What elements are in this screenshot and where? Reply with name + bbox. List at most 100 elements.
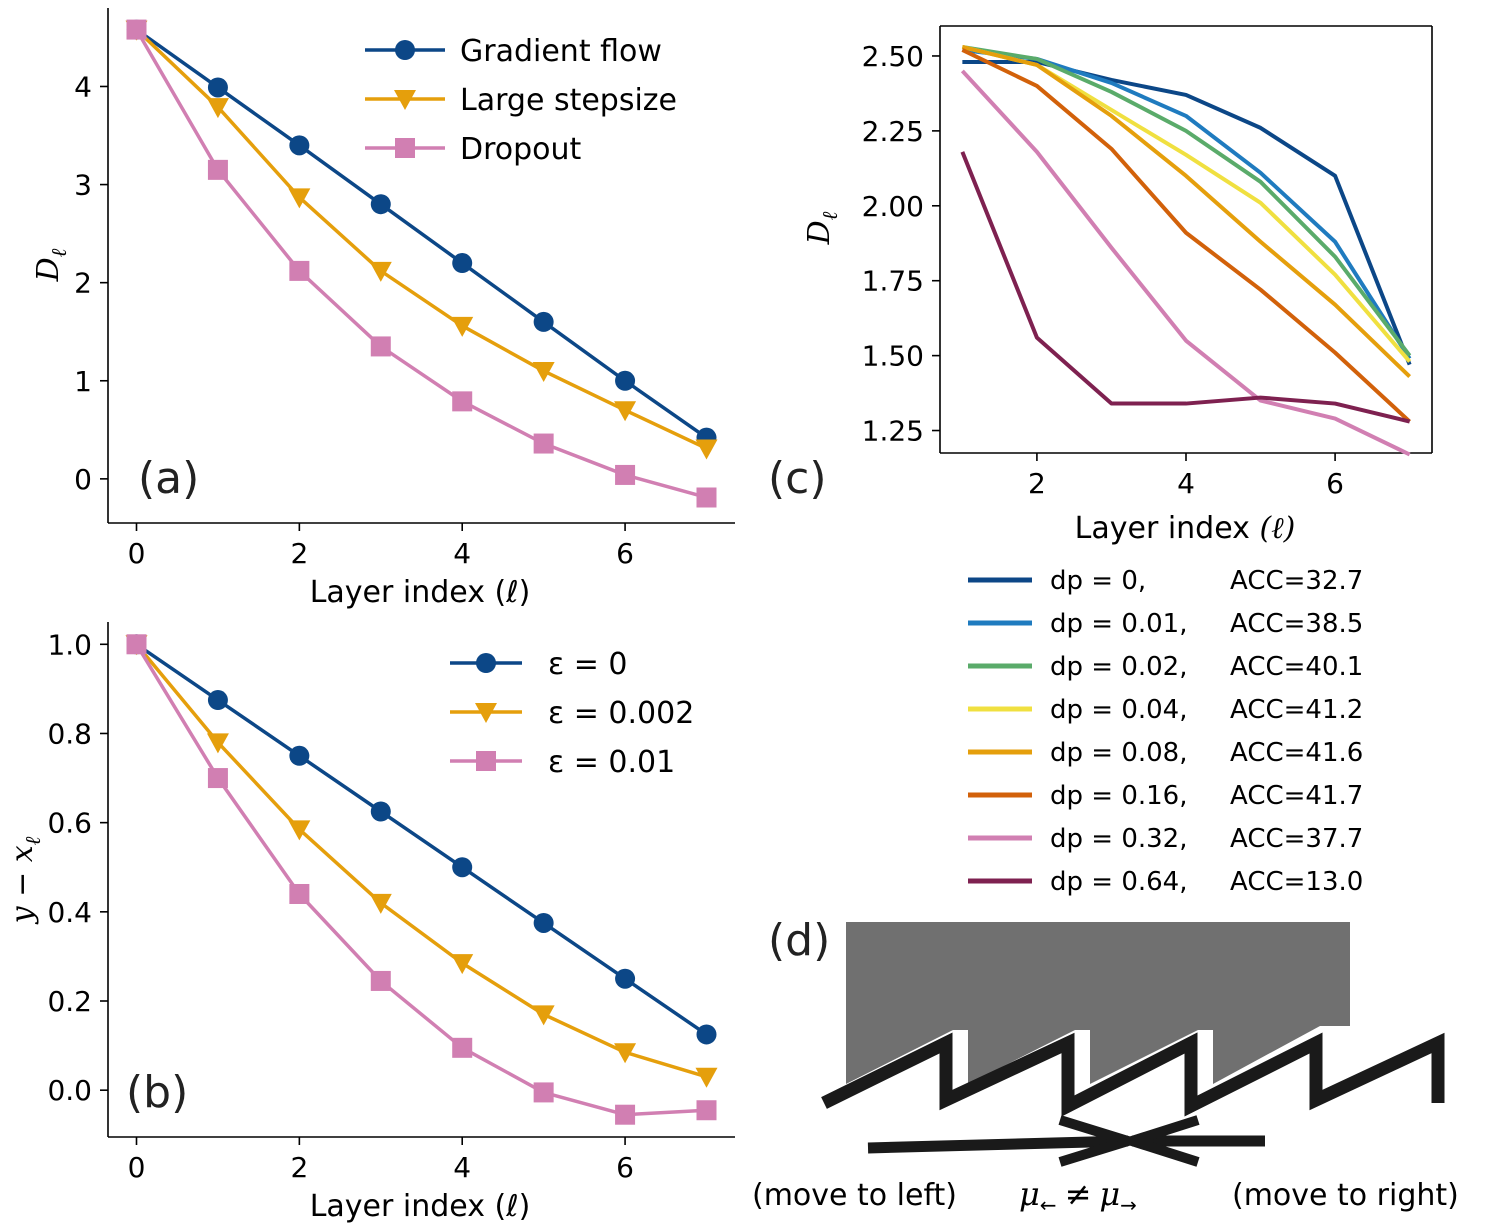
panel-b-data-point [288,820,311,841]
panel-d-ratchet-profile [821,1032,1445,1117]
panel-c-x-tick-label: 4 [1177,467,1195,500]
panel-c-series-7 [960,151,1411,424]
panel-a-data-point [533,311,554,332]
panel-b-y-tick-label: 0.4 [47,896,92,929]
panel-b-data-point [207,768,228,789]
panel-d-label: (d) [768,915,830,966]
panel-b-x-axis-label: Layer index (ℓ) [310,1189,531,1224]
panel-a-data-point [452,253,473,274]
panel-a-data-point [695,439,718,460]
svg-text:Dℓ: Dℓ [802,211,842,245]
panel-a-series-line [135,28,708,440]
panel-d-mu-left-arrow: ← [1040,1193,1057,1217]
legend-entry-label: dp = 0.16, [1050,781,1187,811]
panel-c-y-tick-label: 2.00 [862,190,924,223]
legend-marker [395,40,415,60]
legend-entry-label: dp = 0.02, [1050,652,1187,682]
panel-b-data-point [289,883,310,904]
legend-entry-label: dp = 0.01, [1050,609,1187,639]
panel-b-series-line [135,643,707,1117]
legend-marker [476,751,496,771]
panel-c-label: (c) [768,453,827,504]
panel-d-left-text: (move to left) [752,1178,957,1213]
panel-a-series-1 [125,20,718,460]
panel-c-series-2 [962,45,1412,357]
panel-c-y-tick-label: 1.75 [862,265,924,298]
panel-d-gray-block [846,922,1350,1084]
panel-b-data-point [615,1104,636,1125]
panel-b-data-point [533,912,554,933]
panel-b-x-tick-label: 0 [128,1151,146,1184]
panel-b-data-point [452,857,473,878]
panel-a-series-line [135,28,708,451]
legend-entry-label: ε = 0.002 [548,696,694,731]
legend-marker [394,90,416,110]
panel-a-plot-area: 0 2 4 6 0 1 2 3 4 Gradient flow Large stepsize Drop… [74,8,735,570]
panel-b-y-tick-label: 0.2 [47,985,92,1018]
legend-entry-accuracy: ACC=37.7 [1230,824,1363,854]
panel-a-data-point [289,135,310,156]
panel-b-data-point [533,1082,554,1103]
panel-b-series-line [135,643,708,1079]
legend-entry-label: Large stepsize [460,83,677,118]
panel-a-data-point [370,336,391,357]
panel-c-series-4 [961,45,1412,379]
panel-c-y-label-sub: ℓ [818,211,842,220]
panel-a-x-tick-label: 0 [128,537,146,570]
legend-entry-accuracy: ACC=41.2 [1230,695,1363,725]
panel-d-right-arrow-head [1115,1115,1200,1167]
legend-entry-label: Dropout [460,132,582,167]
panel-a-y-tick-label: 4 [74,70,92,103]
panel-a-data-point [207,77,228,98]
panel-a-data-point [452,391,473,412]
panel-a-series-0 [126,19,717,448]
panel-d-right-text: (move to right) [1232,1178,1459,1213]
panel-c-series-line [962,59,1412,366]
panel-a-data-point [288,188,311,209]
panel-a-label: (a) [138,453,199,504]
panel-a-y-label-sub: ℓ [47,248,71,257]
panel-a-data-point [451,316,474,337]
panel-c-series-0 [962,59,1412,366]
panel-c-x-label-math: (ℓ) [1259,511,1295,546]
panel-b-x-tick-label: 2 [290,1151,308,1184]
legend-entry-accuracy: ACC=38.5 [1230,609,1363,639]
panel-b-data-point [532,1005,555,1026]
panel-a-data-point [615,464,636,485]
legend-entry-label: dp = 0.08, [1050,738,1187,768]
panel-c-x-axis-label: Layer index (ℓ) [1075,511,1296,546]
panel-c: 2 4 6 1.25 1.50 1.75 2.00 2.25 2.50 (c) Layer in… [768,25,1433,897]
panel-c-series-line [960,151,1411,424]
panel-b-data-point [126,634,147,655]
panel-b-data-point [695,1067,718,1088]
panel-b-data-point [614,1043,637,1064]
panel-d-mu-right: μ [1099,1175,1120,1213]
panel-d: (d) (move to left) μ← ≠ μ→ (move to right) [752,915,1459,1217]
legend-entry-label: ε = 0 [548,647,628,682]
panel-b-legend: ε = 0 ε = 0.002 ε = 0.01 [450,647,694,780]
legend-entry-label: ε = 0.01 [548,745,675,780]
panel-b-y-tick-label: 1.0 [47,628,92,661]
panel-c-legend: dp = 0, ACC=32.7 dp = 0.01, ACC=38.5 dp = 0.… [968,566,1363,897]
legend-marker [476,653,496,673]
legend-marker [475,703,497,723]
panel-a-data-point [696,487,717,508]
panel-d-mu-right-arrow: → [1120,1193,1137,1217]
panel-c-series-line [960,69,1411,457]
panel-a-x-axis-label: Layer index (ℓ) [310,575,531,610]
legend-entry-label: dp = 0.64, [1050,867,1187,897]
panel-a-y-tick-label: 2 [74,267,92,300]
legend-entry-accuracy: ACC=41.7 [1230,781,1363,811]
panel-d-mu-equation: μ← ≠ μ→ [1019,1175,1137,1217]
panel-a-data-point [614,401,637,422]
legend-entry-accuracy: ACC=41.6 [1230,738,1363,768]
panel-b-y-axis-label: y − xℓ [5,836,45,925]
panel-b-y-tick-label: 0.6 [47,807,92,840]
panel-b-data-point [289,745,310,766]
panel-a-legend: Gradient flow Large stepsize Dropout [365,34,677,167]
panel-d-mu-left: μ [1019,1175,1040,1213]
legend-entry-label: dp = 0, [1050,566,1146,596]
